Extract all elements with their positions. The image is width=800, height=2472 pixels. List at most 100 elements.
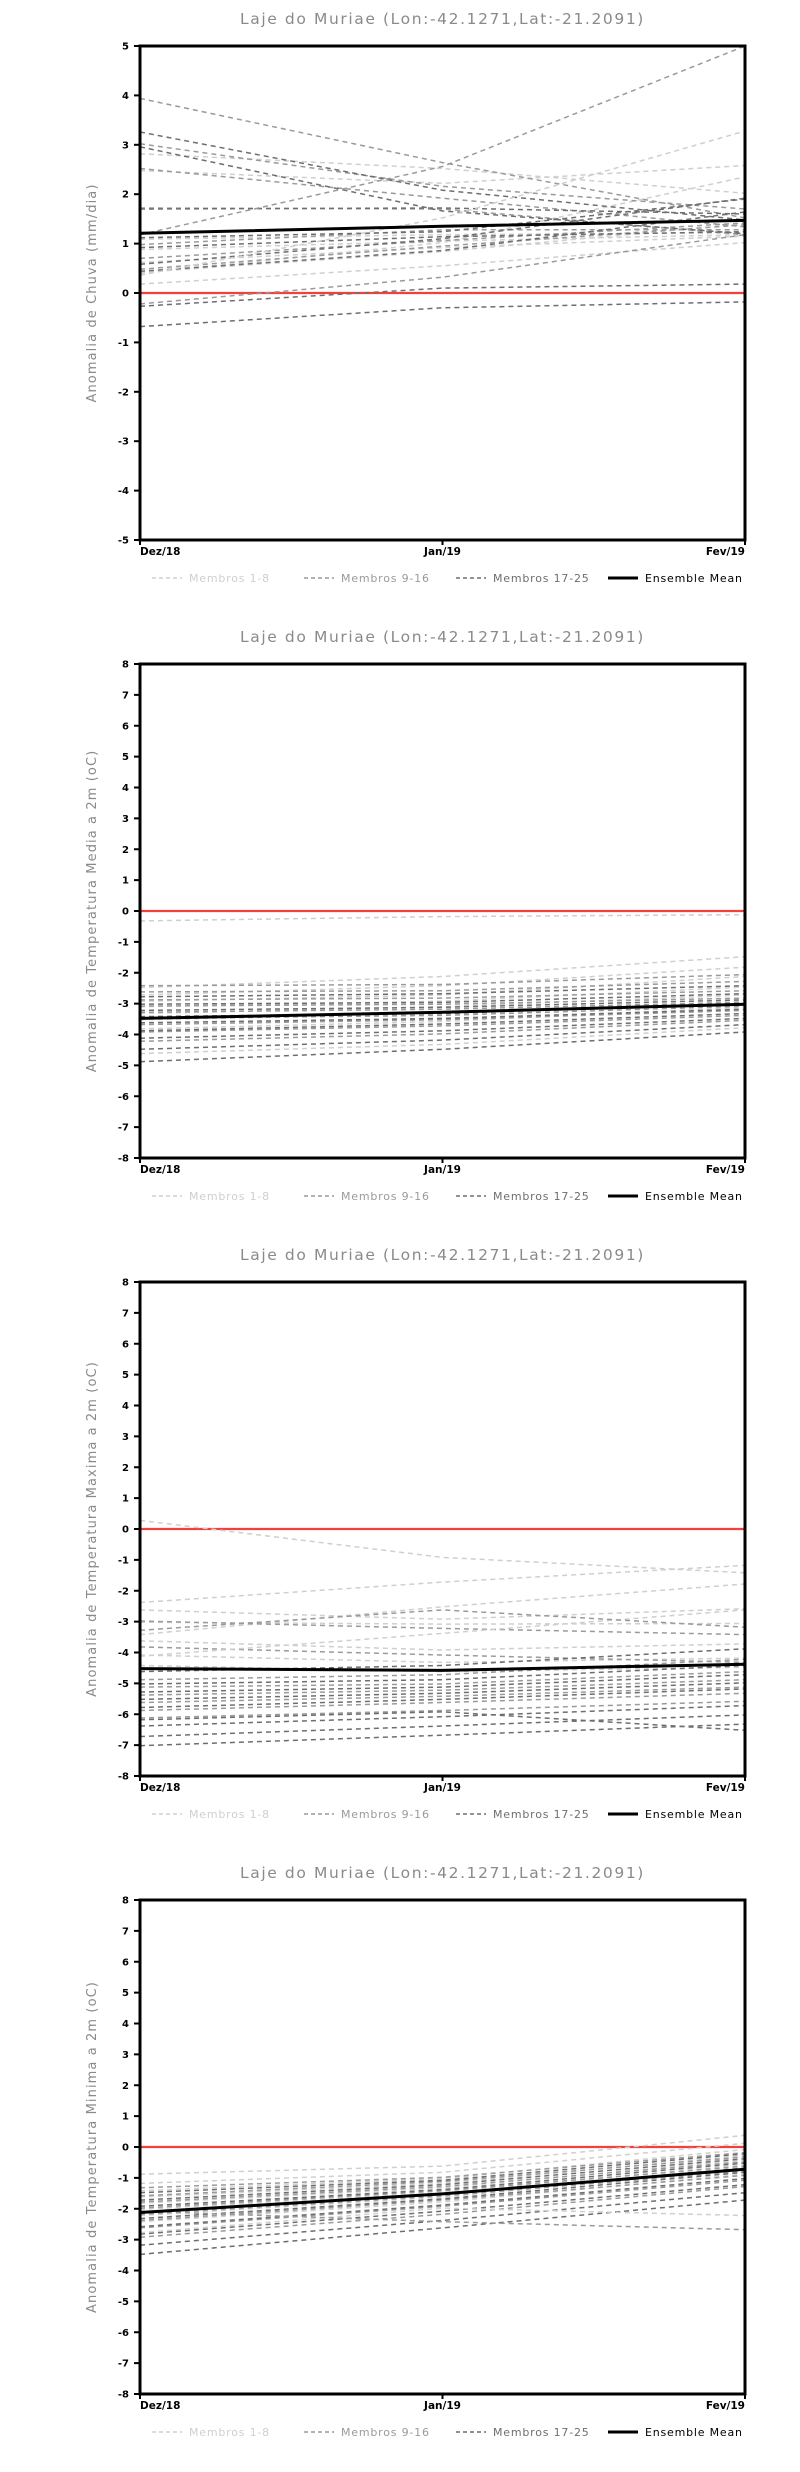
ensemble-member-line (140, 973, 745, 987)
ensemble-member-line (140, 1017, 745, 1039)
y-axis-label: Anomalia de Temperatura Maxima a 2m (oC) (85, 1361, 100, 1697)
y-tick-label: 6 (122, 1957, 129, 1968)
legend-label: Membros 17-25 (493, 1190, 590, 1203)
ensemble-member-line (140, 1700, 745, 1719)
y-tick-label: -3 (118, 2235, 129, 2246)
ensemble-mean-line (140, 1002, 745, 1020)
y-tick-label: 1 (122, 876, 129, 887)
y-tick-label: -2 (118, 968, 129, 979)
series-group (140, 46, 745, 328)
ensemble-member-line (140, 980, 745, 993)
series-group (140, 1519, 745, 1747)
y-tick-label: -4 (118, 1648, 129, 1659)
ensemble-member-line (140, 2142, 745, 2185)
legend-label: Ensemble Mean (645, 2426, 743, 2439)
chart-legend: Membros 1-8 Membros 9-16 Membros 17-25 Ense… (152, 2426, 743, 2439)
y-tick-label: -7 (118, 1123, 129, 1134)
ensemble-mean-line (140, 1662, 745, 1672)
chart-panel: Laje do Muriae (Lon:-42.1271,Lat:-21.209… (0, 0, 800, 618)
y-tick-label: 3 (122, 814, 129, 825)
y-tick-label: 1 (122, 2112, 129, 2123)
y-tick-label: -8 (118, 2390, 129, 2401)
ensemble-member-line (140, 2207, 745, 2234)
ensemble-member-line (140, 164, 745, 185)
y-tick-label: 3 (122, 1432, 129, 1443)
legend-label: Membros 1-8 (189, 1808, 270, 1821)
x-tick-label: Dez/18 (140, 1782, 180, 1794)
y-tick-label: -4 (118, 1030, 129, 1041)
ensemble-member-line (140, 1711, 745, 1732)
ensemble-member-line (140, 2134, 745, 2175)
ensemble-member-line (140, 233, 745, 251)
ensemble-member-line (140, 2174, 745, 2222)
y-tick-label: 7 (122, 1926, 129, 1937)
y-tick-label: -6 (118, 1092, 129, 1103)
chart-svg: Laje do Muriae (Lon:-42.1271,Lat:-21.209… (85, 628, 747, 1203)
ensemble-member-line (140, 1682, 745, 1701)
y-tick-label: -6 (118, 1710, 129, 1721)
x-tick-label: Jan/19 (423, 546, 461, 558)
ensemble-member-line (140, 1564, 745, 1604)
y-tick-label: 4 (122, 1401, 129, 1412)
ensemble-member-line (140, 283, 745, 308)
legend-label: Ensemble Mean (645, 1808, 743, 1821)
y-tick-label: 5 (122, 1988, 129, 1999)
x-tick-label: Fev/19 (706, 2400, 745, 2412)
ensemble-member-line (140, 235, 745, 264)
y-tick-label: -1 (118, 338, 129, 349)
y-tick-label: -5 (118, 2297, 129, 2308)
ensemble-member-line (140, 1012, 745, 1032)
series-group (140, 2134, 745, 2256)
y-tick-label: -3 (118, 999, 129, 1010)
ensemble-member-line (140, 97, 745, 219)
y-tick-label: -7 (118, 2359, 129, 2370)
ensemble-member-line (140, 2165, 745, 2209)
y-tick-label: 6 (122, 721, 129, 732)
ensemble-member-line (140, 233, 745, 305)
y-tick-label: 1 (122, 239, 129, 250)
ensemble-member-line (140, 989, 745, 1001)
y-tick-label: -1 (118, 1555, 129, 1566)
ensemble-member-line (140, 46, 745, 236)
ensemble-member-line (140, 1001, 745, 1014)
x-tick-label: Fev/19 (706, 1164, 745, 1176)
y-tick-label: 2 (122, 190, 129, 201)
ensemble-member-line (140, 2151, 745, 2189)
ensemble-member-line (140, 2170, 745, 2216)
ensemble-member-line (140, 1688, 745, 1709)
legend-label: Membros 9-16 (341, 1808, 430, 1821)
ensemble-member-line (140, 1704, 745, 1727)
legend-label: Membros 17-25 (493, 2426, 590, 2439)
ensemble-member-line (140, 224, 745, 271)
y-tick-label: 5 (122, 752, 129, 763)
y-tick-label: -2 (118, 387, 129, 398)
chart-title: Laje do Muriae (Lon:-42.1271,Lat:-21.209… (240, 1246, 645, 1264)
ensemble-member-line (140, 2148, 745, 2192)
ensemble-member-line (140, 1678, 745, 1696)
x-tick-label: Fev/19 (706, 546, 745, 558)
ensemble-member-line (140, 241, 745, 285)
ensemble-member-line (140, 2161, 745, 2203)
chart-legend: Membros 1-8 Membros 9-16 Membros 17-25 Ense… (152, 1190, 742, 1203)
ensemble-member-line (140, 1583, 745, 1636)
x-tick-label: Jan/19 (423, 1164, 461, 1176)
chart-title: Laje do Muriae (Lon:-42.1271,Lat:-21.209… (240, 628, 645, 646)
ensemble-member-line (140, 1008, 745, 1024)
ensemble-mean-line (140, 218, 745, 235)
y-tick-label: 2 (122, 845, 129, 856)
y-tick-label: 4 (122, 2019, 129, 2030)
x-tick-label: Jan/19 (423, 2400, 461, 2412)
ensemble-member-line (140, 1009, 745, 1026)
x-tick-label: Dez/18 (140, 2400, 180, 2412)
legend-label: Membros 17-25 (493, 1808, 590, 1821)
ensemble-member-line (140, 1026, 745, 1055)
ensemble-member-line (140, 2171, 745, 2220)
ensemble-member-line (140, 2153, 745, 2194)
ensemble-member-line (140, 984, 745, 998)
ensemble-member-line (140, 1607, 745, 1620)
chart-panel: Laje do Muriae (Lon:-42.1271,Lat:-21.209… (0, 1854, 800, 2472)
ensemble-member-line (140, 146, 745, 235)
legend-label: Membros 17-25 (493, 572, 590, 585)
y-tick-label: -4 (118, 486, 129, 497)
